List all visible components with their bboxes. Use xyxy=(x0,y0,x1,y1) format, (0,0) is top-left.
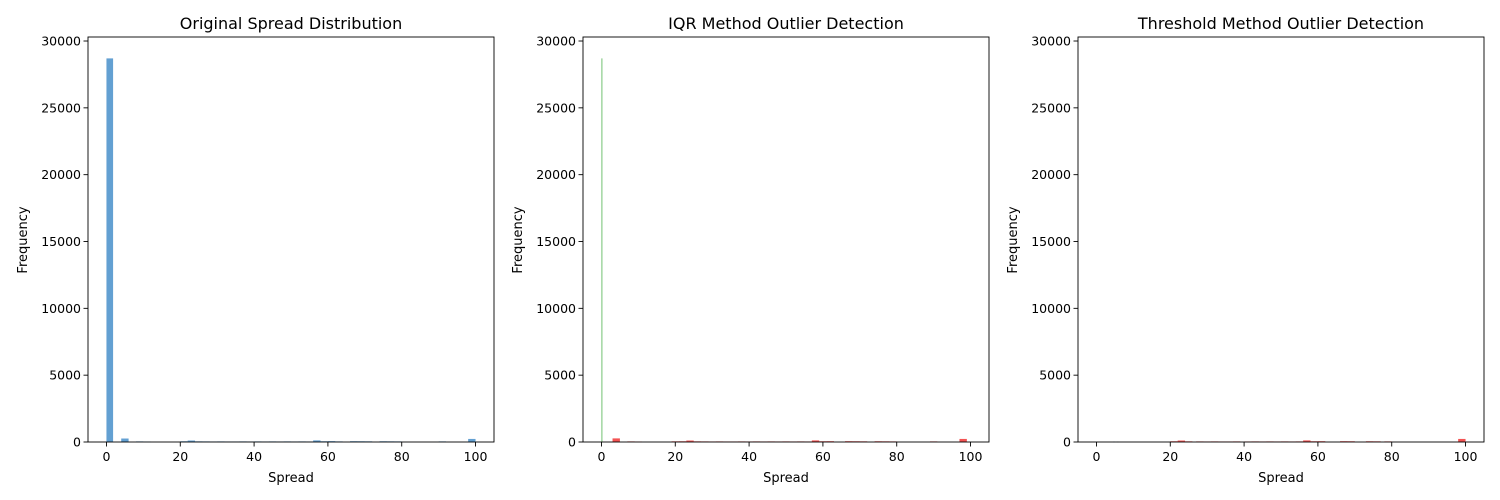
histogram-bar xyxy=(313,440,321,442)
x-tick-group: 0 20 40 60 80 100 xyxy=(102,442,488,464)
x-tick-label: 40 xyxy=(741,449,757,464)
y-tick-group: 0 5000 10000 15000 20000 25000 30000 xyxy=(41,34,88,450)
x-axis-label: Spread xyxy=(1258,471,1304,486)
x-tick-label: 40 xyxy=(246,449,262,464)
y-tick-group: 0 5000 10000 15000 20000 25000 30000 xyxy=(536,34,583,450)
histogram-bar xyxy=(959,438,967,442)
x-tick-label: 80 xyxy=(394,449,410,464)
histogram-bar xyxy=(121,438,129,442)
histogram-bar xyxy=(612,438,620,442)
y-tick-label: 0 xyxy=(1063,435,1071,450)
x-tick-label: 100 xyxy=(959,449,983,464)
x-tick-label: 20 xyxy=(172,449,188,464)
x-tick-label: 100 xyxy=(1454,449,1478,464)
y-tick-label: 25000 xyxy=(536,100,576,115)
histogram-bar xyxy=(1303,440,1311,442)
x-tick-label: 40 xyxy=(1236,449,1252,464)
y-tick-label: 10000 xyxy=(41,301,81,316)
y-tick-label: 10000 xyxy=(536,301,576,316)
histogram-bar xyxy=(187,440,196,442)
plot-frame xyxy=(1077,36,1485,443)
y-tick-label: 5000 xyxy=(1039,368,1071,383)
histogram-bar xyxy=(1177,440,1186,442)
histogram-bar xyxy=(468,438,476,442)
y-axis-label: Frequency xyxy=(16,206,31,273)
x-axis-label: Spread xyxy=(268,471,314,486)
x-tick-label: 0 xyxy=(597,449,605,464)
x-tick-label: 60 xyxy=(320,449,336,464)
chart-title: Threshold Method Outlier Detection xyxy=(1137,14,1424,33)
y-tick-label: 25000 xyxy=(41,100,81,115)
x-tick-label: 60 xyxy=(1310,449,1326,464)
y-tick-label: 0 xyxy=(73,435,81,450)
panel-original: Original Spread Distribution 0 5000 10000 1… xyxy=(16,14,495,486)
histogram-bar xyxy=(106,58,114,442)
y-tick-label: 15000 xyxy=(1031,234,1071,249)
chart-title: Original Spread Distribution xyxy=(180,14,402,33)
y-tick-group: 0 5000 10000 15000 20000 25000 30000 xyxy=(1031,34,1078,450)
y-tick-label: 20000 xyxy=(1031,167,1071,182)
y-axis-label: Frequency xyxy=(1006,206,1021,273)
x-tick-label: 20 xyxy=(667,449,683,464)
y-tick-label: 30000 xyxy=(41,34,81,49)
histogram-bar xyxy=(1458,438,1466,442)
x-tick-label: 0 xyxy=(102,449,110,464)
x-tick-label: 80 xyxy=(889,449,905,464)
y-tick-label: 30000 xyxy=(536,34,576,49)
chart-title: IQR Method Outlier Detection xyxy=(668,14,904,33)
x-tick-label: 20 xyxy=(1162,449,1178,464)
x-tick-label: 60 xyxy=(815,449,831,464)
histogram-bar xyxy=(601,58,603,442)
x-tick-group: 0 20 40 60 80 100 xyxy=(1092,442,1478,464)
y-tick-label: 30000 xyxy=(1031,34,1071,49)
plot-frame xyxy=(87,36,495,443)
x-tick-label: 100 xyxy=(464,449,488,464)
panel-iqr: IQR Method Outlier Detection 0 5000 10000 1… xyxy=(511,14,990,486)
x-tick-label: 0 xyxy=(1092,449,1100,464)
x-tick-label: 80 xyxy=(1384,449,1400,464)
y-tick-label: 0 xyxy=(568,435,576,450)
y-tick-label: 15000 xyxy=(41,234,81,249)
histogram-bar xyxy=(811,440,820,442)
y-tick-label: 15000 xyxy=(536,234,576,249)
plot-frame xyxy=(582,36,990,443)
y-tick-label: 10000 xyxy=(1031,301,1071,316)
y-tick-label: 5000 xyxy=(544,368,576,383)
histogram-bar xyxy=(686,440,694,442)
y-tick-label: 5000 xyxy=(49,368,81,383)
y-tick-label: 20000 xyxy=(536,167,576,182)
panel-threshold: Threshold Method Outlier Detection 0 5000… xyxy=(1006,14,1485,486)
x-tick-group: 0 20 40 60 80 100 xyxy=(597,442,983,464)
y-tick-label: 25000 xyxy=(1031,100,1071,115)
y-axis-label: Frequency xyxy=(511,206,526,273)
y-tick-label: 20000 xyxy=(41,167,81,182)
x-axis-label: Spread xyxy=(763,471,809,486)
